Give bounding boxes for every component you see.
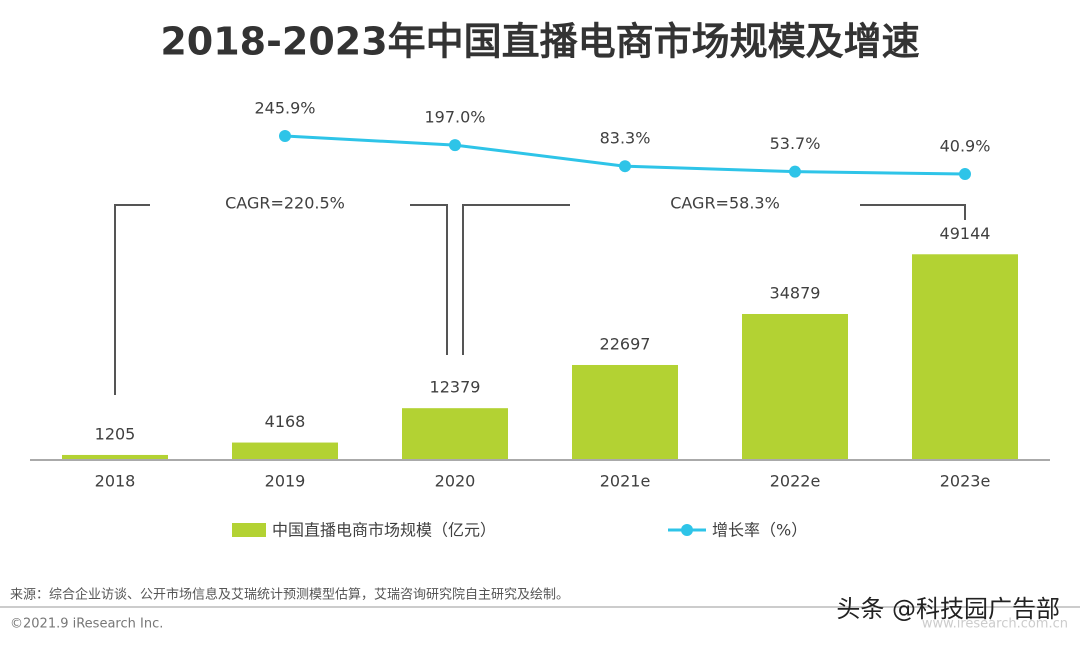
cagr-bracket: [114, 204, 150, 395]
website: www.iresearch.com.cn: [922, 617, 1068, 632]
growth-point: [619, 160, 631, 173]
cagr-bracket: [462, 204, 570, 355]
value-label: 83.3%: [600, 129, 651, 148]
value-label: 22697: [600, 334, 651, 353]
x-tick-label: 2022e: [770, 472, 821, 491]
legend-swatch: [232, 523, 266, 537]
legend-label: 中国直播电商市场规模（亿元）: [272, 521, 496, 540]
bar: [232, 442, 338, 460]
legend-label: 增长率（%）: [712, 521, 807, 540]
bar: [402, 408, 508, 460]
x-tick-label: 2020: [435, 472, 476, 491]
cagr-label: CAGR=58.3%: [670, 194, 780, 213]
copyright: ©2021.9 iResearch Inc.: [10, 617, 163, 632]
bar: [572, 364, 678, 460]
growth-point: [959, 168, 971, 181]
value-label: 1205: [95, 424, 136, 443]
x-tick-label: 2023e: [940, 472, 991, 491]
bar: [62, 454, 168, 460]
growth-point: [449, 139, 461, 152]
legend-dot: [681, 524, 693, 536]
value-label: 49144: [940, 224, 991, 243]
bar: [742, 313, 848, 460]
value-label: 53.7%: [770, 134, 821, 153]
x-tick-label: 2019: [265, 472, 306, 491]
value-label: 12379: [430, 378, 481, 397]
bar: [912, 254, 1018, 460]
value-label: 34879: [770, 283, 821, 302]
cagr-bracket: [410, 204, 448, 355]
watermark: 头条 @科技园广告部: [836, 595, 1060, 623]
source: 来源：综合企业访谈、公开市场信息及艾瑞统计预测模型估算，艾瑞咨询研究院自主研究及…: [10, 587, 569, 603]
growth-point: [279, 130, 291, 143]
cagr-bracket: [860, 204, 966, 220]
x-tick-label: 2018: [95, 472, 136, 491]
chart-title: 2018-2023年中国直播电商市场规模及增速: [160, 20, 919, 64]
growth-point: [789, 165, 801, 178]
cagr-label: CAGR=220.5%: [225, 194, 345, 213]
value-label: 4168: [265, 412, 306, 431]
x-tick-label: 2021e: [600, 472, 651, 491]
value-label: 245.9%: [254, 99, 315, 118]
value-label: 197.0%: [424, 108, 485, 127]
value-label: 40.9%: [940, 137, 991, 156]
